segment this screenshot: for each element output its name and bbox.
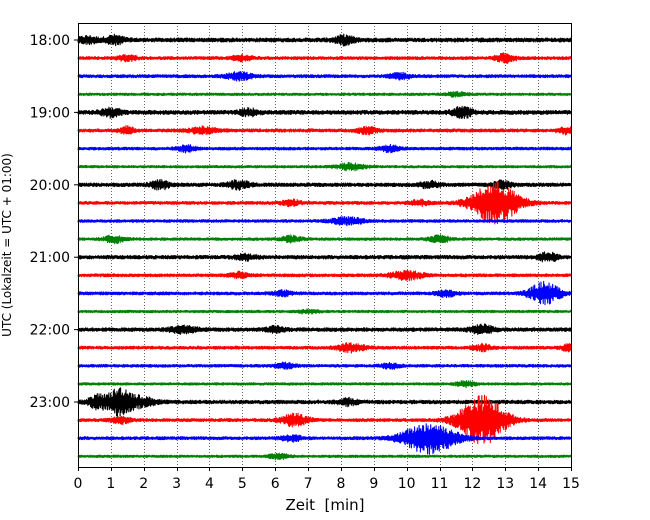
- trace-1800: [77, 33, 572, 47]
- x-tick-label: 1: [106, 476, 115, 492]
- trace-1900: [77, 105, 572, 120]
- trace-1815: [77, 52, 572, 64]
- x-tick-label: 0: [74, 476, 83, 492]
- trace-2145: [77, 308, 572, 315]
- trace-1845: [77, 90, 572, 98]
- x-tick-label: 6: [271, 476, 280, 492]
- trace-2215: [77, 342, 572, 354]
- vertical-gridlines: [111, 23, 539, 467]
- trace-2045: [77, 234, 572, 245]
- trace-2130: [77, 280, 572, 306]
- trace-2100: [77, 251, 572, 263]
- trace-2230: [77, 361, 572, 370]
- x-tick-label: 9: [369, 476, 378, 492]
- y-tick-label: 21:00: [30, 250, 70, 266]
- trace-2345: [77, 452, 572, 461]
- x-tick-label: 11: [431, 476, 449, 492]
- y-tick-label: 19:00: [30, 105, 70, 121]
- trace-2315: [77, 394, 572, 445]
- x-axis-label: Zeit [min]: [285, 496, 364, 514]
- y-tick-label: 20:00: [30, 178, 70, 194]
- x-tick-label: 15: [562, 476, 580, 492]
- x-tick-label: 5: [238, 476, 247, 492]
- trace-2330: [77, 423, 572, 455]
- trace-1945: [77, 162, 572, 172]
- trace-2200: [77, 323, 572, 336]
- x-tick-label: 10: [398, 476, 416, 492]
- x-tick-label: 12: [463, 476, 481, 492]
- x-tick-label: 3: [172, 476, 181, 492]
- x-tick-label: 13: [496, 476, 514, 492]
- x-tick-label: 2: [139, 476, 148, 492]
- x-tick-label: 8: [336, 476, 345, 492]
- x-tick-label: 7: [304, 476, 313, 492]
- y-axis-label: UTC (Lokalzeit = UTC + 01:00): [0, 153, 14, 337]
- trace-2030: [77, 215, 572, 227]
- y-axis-ticks: 18:00 19:00 20:00 21:00 22:00 23:00: [30, 33, 78, 411]
- plot-frame: [78, 23, 572, 468]
- x-tick-label: 4: [205, 476, 214, 492]
- trace-1930: [77, 143, 572, 154]
- trace-2115: [77, 269, 572, 282]
- y-tick-label: 23:00: [30, 395, 70, 411]
- trace-2000: [77, 178, 572, 191]
- trace-1830: [77, 71, 572, 82]
- trace-2015: [77, 181, 572, 225]
- seismic-traces: [77, 33, 572, 461]
- y-tick-label: 22:00: [30, 323, 70, 339]
- trace-1915: [77, 125, 572, 136]
- x-tick-label: 14: [529, 476, 547, 492]
- x-axis-ticks: 0 1 2 3 4 5 6 7 8 9 10 11 12 13 14 15: [74, 467, 580, 492]
- trace-2245: [77, 379, 572, 389]
- y-tick-label: 18:00: [30, 33, 70, 49]
